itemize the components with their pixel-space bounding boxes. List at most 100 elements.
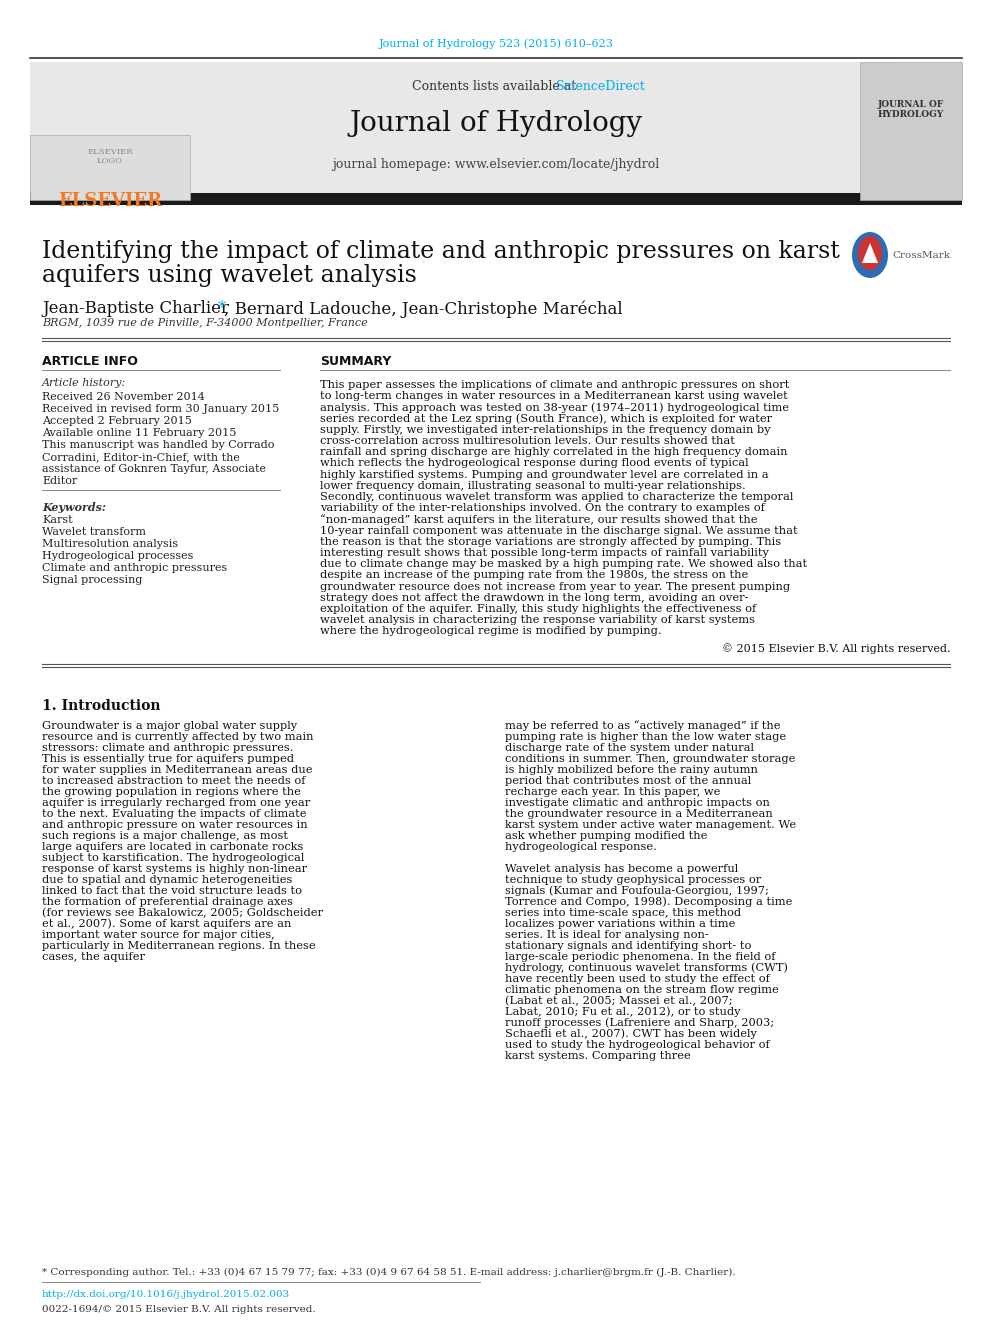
Text: may be referred to as “actively managed” if the: may be referred to as “actively managed”… [505, 721, 781, 732]
Text: is highly mobilized before the rainy autumn: is highly mobilized before the rainy aut… [505, 765, 758, 774]
Text: Corradini, Editor-in-Chief, with the: Corradini, Editor-in-Chief, with the [42, 452, 240, 462]
Text: *: * [218, 300, 226, 318]
Text: karst system under active water management. We: karst system under active water manageme… [505, 820, 797, 830]
Text: Groundwater is a major global water supply: Groundwater is a major global water supp… [42, 721, 298, 730]
Text: (for reviews see Bakalowicz, 2005; Goldscheider: (for reviews see Bakalowicz, 2005; Golds… [42, 908, 323, 918]
Text: climatic phenomena on the stream flow regime: climatic phenomena on the stream flow re… [505, 984, 779, 995]
Text: et al., 2007). Some of karst aquifers are an: et al., 2007). Some of karst aquifers ar… [42, 918, 292, 929]
Text: Contents lists available at: Contents lists available at [412, 79, 580, 93]
Text: recharge each year. In this paper, we: recharge each year. In this paper, we [505, 787, 720, 796]
Text: Torrence and Compo, 1998). Decomposing a time: Torrence and Compo, 1998). Decomposing a… [505, 897, 793, 908]
Text: (Labat et al., 2005; Massei et al., 2007;: (Labat et al., 2005; Massei et al., 2007… [505, 996, 733, 1005]
Text: used to study the hydrogeological behavior of: used to study the hydrogeological behavi… [505, 1040, 770, 1049]
Text: the growing population in regions where the: the growing population in regions where … [42, 787, 301, 796]
Text: localizes power variations within a time: localizes power variations within a time [505, 918, 735, 929]
Text: hydrogeological response.: hydrogeological response. [505, 841, 657, 852]
Bar [30, 62, 892, 200]
Text: This paper assesses the implications of climate and anthropic pressures on short: This paper assesses the implications of … [320, 380, 790, 390]
Text: groundwater resource does not increase from year to year. The present pumping: groundwater resource does not increase f… [320, 582, 790, 591]
Text: © 2015 Elsevier B.V. All rights reserved.: © 2015 Elsevier B.V. All rights reserved… [721, 643, 950, 655]
Text: Received 26 November 2014: Received 26 November 2014 [42, 392, 205, 402]
Text: 10-year rainfall component was attenuate in the discharge signal. We assume that: 10-year rainfall component was attenuate… [320, 525, 798, 536]
Text: particularly in Mediterranean regions. In these: particularly in Mediterranean regions. I… [42, 941, 315, 951]
Text: journal homepage: www.elsevier.com/locate/jhydrol: journal homepage: www.elsevier.com/locat… [332, 157, 660, 171]
Ellipse shape [852, 232, 888, 278]
Text: period that contributes most of the annual: period that contributes most of the annu… [505, 775, 751, 786]
Text: assistance of Goknren Tayfur, Associate: assistance of Goknren Tayfur, Associate [42, 464, 266, 474]
Text: Editor: Editor [42, 476, 77, 486]
Text: cross-correlation across multiresolution levels. Our results showed that: cross-correlation across multiresolution… [320, 437, 735, 446]
Text: highly karstified systems. Pumping and groundwater level are correlated in a: highly karstified systems. Pumping and g… [320, 470, 769, 480]
Text: Article history:: Article history: [42, 378, 126, 388]
Text: Wavelet transform: Wavelet transform [42, 527, 146, 537]
Text: the formation of preferential drainage axes: the formation of preferential drainage a… [42, 897, 293, 906]
Text: * Corresponding author. Tel.: +33 (0)4 67 15 79 77; fax: +33 (0)4 9 67 64 58 51.: * Corresponding author. Tel.: +33 (0)4 6… [42, 1267, 736, 1277]
Text: Signal processing: Signal processing [42, 576, 143, 585]
Text: exploitation of the aquifer. Finally, this study highlights the effectiveness of: exploitation of the aquifer. Finally, th… [320, 605, 756, 614]
Text: JOURNAL OF
HYDROLOGY: JOURNAL OF HYDROLOGY [878, 101, 944, 119]
Text: Labat, 2010; Fu et al., 2012), or to study: Labat, 2010; Fu et al., 2012), or to stu… [505, 1007, 740, 1017]
Text: technique to study geophysical processes or: technique to study geophysical processes… [505, 875, 761, 885]
Text: This manuscript was handled by Corrado: This manuscript was handled by Corrado [42, 441, 275, 450]
Text: to long-term changes in water resources in a Mediterranean karst using wavelet: to long-term changes in water resources … [320, 392, 788, 401]
Text: SUMMARY: SUMMARY [320, 355, 392, 368]
Text: Secondly, continuous wavelet transform was applied to characterize the temporal: Secondly, continuous wavelet transform w… [320, 492, 794, 501]
Text: Received in revised form 30 January 2015: Received in revised form 30 January 2015 [42, 404, 280, 414]
Text: lower frequency domain, illustrating seasonal to multi-year relationships.: lower frequency domain, illustrating sea… [320, 480, 746, 491]
Text: signals (Kumar and Foufoula-Georgiou, 1997;: signals (Kumar and Foufoula-Georgiou, 19… [505, 885, 769, 896]
Text: to the next. Evaluating the impacts of climate: to the next. Evaluating the impacts of c… [42, 808, 307, 819]
Text: 0022-1694/© 2015 Elsevier B.V. All rights reserved.: 0022-1694/© 2015 Elsevier B.V. All right… [42, 1304, 315, 1314]
Bar [30, 193, 962, 205]
Text: have recently been used to study the effect of: have recently been used to study the eff… [505, 974, 770, 983]
Text: strategy does not affect the drawdown in the long term, avoiding an over-: strategy does not affect the drawdown in… [320, 593, 749, 603]
Text: Journal of Hydrology 523 (2015) 610–623: Journal of Hydrology 523 (2015) 610–623 [379, 38, 613, 49]
Text: aquifer is irregularly recharged from one year: aquifer is irregularly recharged from on… [42, 798, 310, 807]
Text: This is essentially true for aquifers pumped: This is essentially true for aquifers pu… [42, 754, 294, 763]
Text: pumping rate is higher than the low water stage: pumping rate is higher than the low wate… [505, 732, 786, 742]
Text: “non-managed” karst aquifers in the literature, our results showed that the: “non-managed” karst aquifers in the lite… [320, 515, 758, 525]
Text: CrossMark: CrossMark [892, 251, 950, 261]
Text: Accepted 2 February 2015: Accepted 2 February 2015 [42, 415, 191, 426]
Text: investigate climatic and anthropic impacts on: investigate climatic and anthropic impac… [505, 798, 770, 807]
Text: 1. Introduction: 1. Introduction [42, 699, 161, 713]
Text: due to spatial and dynamic heterogeneities: due to spatial and dynamic heterogeneiti… [42, 875, 293, 885]
Bar [30, 135, 190, 200]
Text: such regions is a major challenge, as most: such regions is a major challenge, as mo… [42, 831, 288, 840]
Text: Karst: Karst [42, 515, 72, 525]
Text: Identifying the impact of climate and anthropic pressures on karst: Identifying the impact of climate and an… [42, 239, 840, 263]
Text: http://dx.doi.org/10.1016/j.jhydrol.2015.02.003: http://dx.doi.org/10.1016/j.jhydrol.2015… [42, 1290, 291, 1299]
Text: the groundwater resource in a Mediterranean: the groundwater resource in a Mediterran… [505, 808, 773, 819]
Text: interesting result shows that possible long-term impacts of rainfall variability: interesting result shows that possible l… [320, 548, 769, 558]
Ellipse shape [858, 235, 882, 270]
Text: which reflects the hydrogeological response during flood events of typical: which reflects the hydrogeological respo… [320, 458, 749, 468]
Text: stressors: climate and anthropic pressures.: stressors: climate and anthropic pressur… [42, 742, 294, 753]
Text: Hydrogeological processes: Hydrogeological processes [42, 550, 193, 561]
Text: where the hydrogeological regime is modified by pumping.: where the hydrogeological regime is modi… [320, 626, 662, 636]
Text: BRGM, 1039 rue de Pinville, F-34000 Montpellier, France: BRGM, 1039 rue de Pinville, F-34000 Mont… [42, 318, 368, 328]
Text: analysis. This approach was tested on 38-year (1974–2011) hydrogeological time: analysis. This approach was tested on 38… [320, 402, 789, 413]
Text: to increased abstraction to meet the needs of: to increased abstraction to meet the nee… [42, 775, 306, 786]
Text: Climate and anthropic pressures: Climate and anthropic pressures [42, 564, 227, 573]
Text: stationary signals and identifying short- to: stationary signals and identifying short… [505, 941, 751, 951]
Text: discharge rate of the system under natural: discharge rate of the system under natur… [505, 742, 754, 753]
Polygon shape [862, 243, 878, 263]
Text: due to climate change may be masked by a high pumping rate. We showed also that: due to climate change may be masked by a… [320, 560, 807, 569]
Text: large aquifers are located in carbonate rocks: large aquifers are located in carbonate … [42, 841, 304, 852]
Text: ScienceDirect: ScienceDirect [556, 79, 645, 93]
Text: Multiresolution analysis: Multiresolution analysis [42, 538, 179, 549]
Text: despite an increase of the pumping rate from the 1980s, the stress on the: despite an increase of the pumping rate … [320, 570, 748, 581]
Text: Keywords:: Keywords: [42, 501, 106, 513]
Text: karst systems. Comparing three: karst systems. Comparing three [505, 1050, 690, 1061]
Text: ELSEVIER: ELSEVIER [58, 192, 162, 210]
Text: the reason is that the storage variations are strongly affected by pumping. This: the reason is that the storage variation… [320, 537, 781, 546]
Text: series into time-scale space, this method: series into time-scale space, this metho… [505, 908, 741, 918]
Bar [860, 62, 962, 200]
Text: ARTICLE INFO: ARTICLE INFO [42, 355, 138, 368]
Text: for water supplies in Mediterranean areas due: for water supplies in Mediterranean area… [42, 765, 312, 774]
Text: series recorded at the Lez spring (South France), which is exploited for water: series recorded at the Lez spring (South… [320, 414, 772, 425]
Text: Schaefli et al., 2007). CWT has been widely: Schaefli et al., 2007). CWT has been wid… [505, 1028, 757, 1039]
Text: conditions in summer. Then, groundwater storage: conditions in summer. Then, groundwater … [505, 754, 796, 763]
Text: important water source for major cities,: important water source for major cities, [42, 930, 275, 939]
Text: wavelet analysis in characterizing the response variability of karst systems: wavelet analysis in characterizing the r… [320, 615, 755, 626]
Text: Wavelet analysis has become a powerful: Wavelet analysis has become a powerful [505, 864, 738, 873]
